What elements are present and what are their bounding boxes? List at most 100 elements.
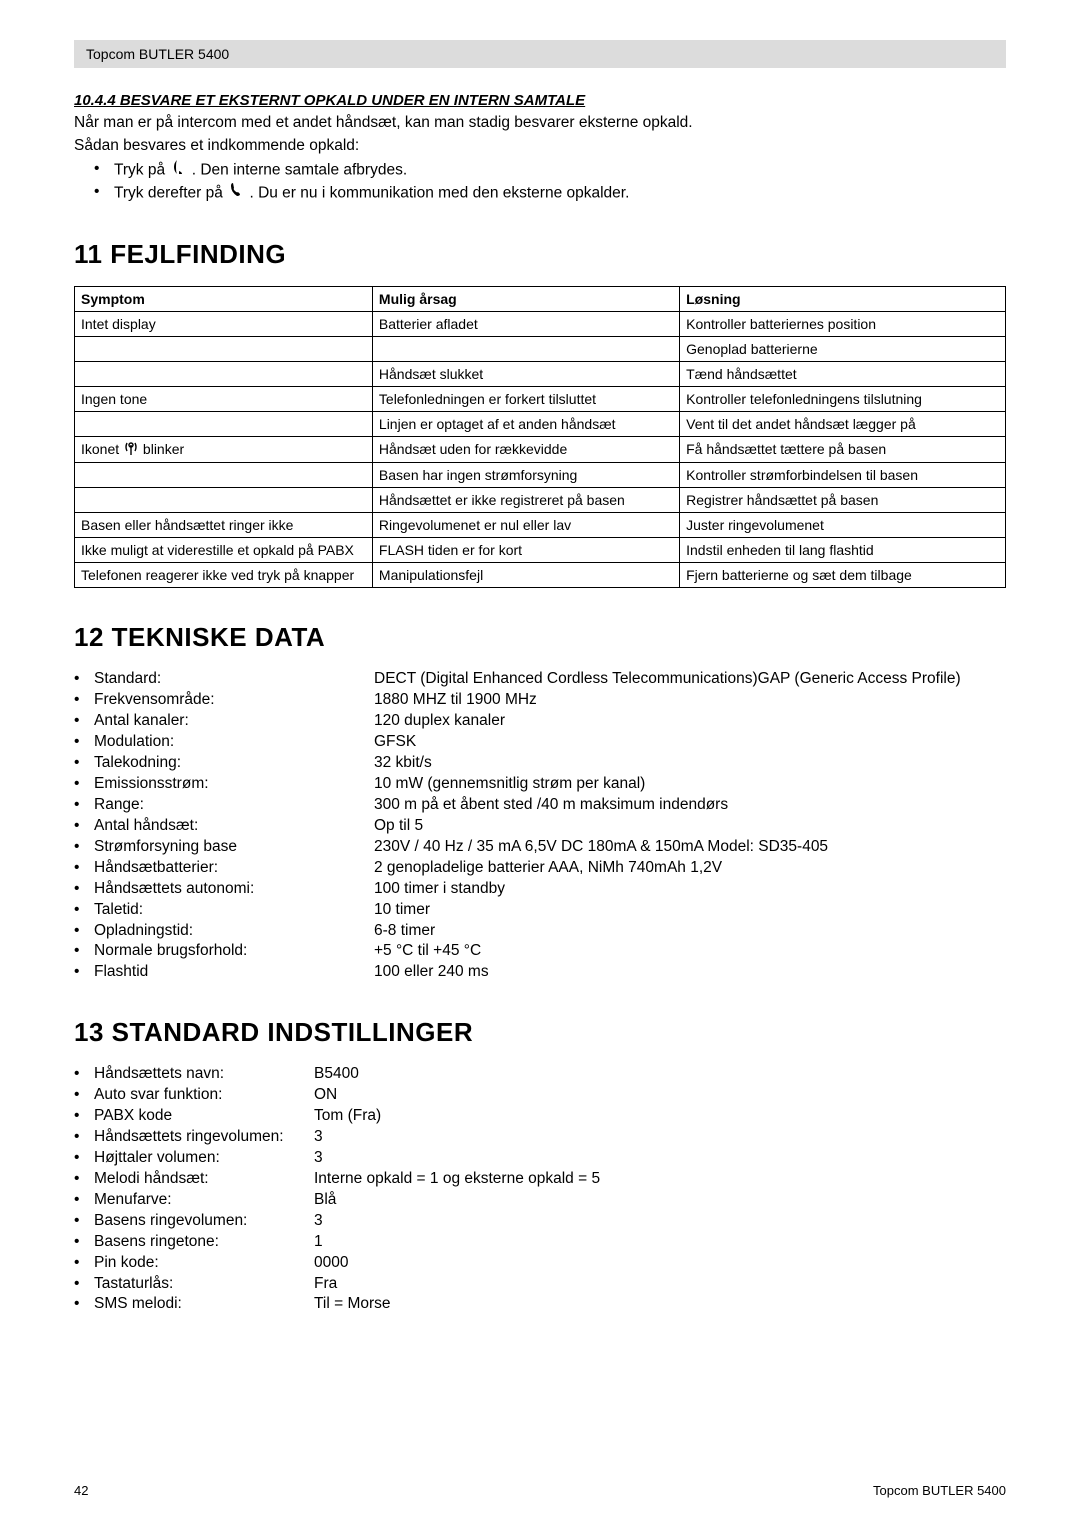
spec-row: Talekodning:32 kbit/s xyxy=(74,753,1006,774)
table-row: Ingen toneTelefonledningen er forkert ti… xyxy=(75,386,1006,411)
table-row: Håndsæt slukketTænd håndsættet xyxy=(75,361,1006,386)
table-cell xyxy=(75,411,373,436)
spec-value: 10 timer xyxy=(374,900,1006,921)
spec-row: Emissionsstrøm:10 mW (gennemsnitlig strø… xyxy=(74,774,1006,795)
spec-value: GFSK xyxy=(374,732,1006,753)
settings-value: Fra xyxy=(314,1274,1006,1295)
table-cell: Ikke muligt at viderestille et opkald på… xyxy=(75,538,373,563)
tech-specs-list: Standard:DECT (Digital Enhanced Cordless… xyxy=(74,669,1006,983)
table-row: Ikke muligt at viderestille et opkald på… xyxy=(75,538,1006,563)
spec-label: Emissionsstrøm: xyxy=(94,774,374,795)
body-text: Når man er på intercom med et andet hånd… xyxy=(74,113,1006,134)
table-row: Håndsættet er ikke registreret på basenR… xyxy=(75,488,1006,513)
settings-row: PABX kodeTom (Fra) xyxy=(74,1106,1006,1127)
table-cell xyxy=(372,336,679,361)
table-cell: Registrer håndsættet på basen xyxy=(680,488,1006,513)
settings-value: Interne opkald = 1 og eksterne opkald = … xyxy=(314,1169,1006,1190)
table-cell: Batterier afladet xyxy=(372,311,679,336)
spec-label: Modulation: xyxy=(94,732,374,753)
table-cell: Ringevolumenet er nul eller lav xyxy=(372,513,679,538)
phone-icon xyxy=(229,182,243,205)
spec-label: Flashtid xyxy=(94,962,374,983)
table-cell: Få håndsættet tættere på basen xyxy=(680,436,1006,463)
table-cell: Linjen er optaget af et anden håndsæt xyxy=(372,411,679,436)
settings-label: Basens ringetone: xyxy=(94,1232,314,1253)
spec-row: Antal kanaler:120 duplex kanaler xyxy=(74,711,1006,732)
default-settings-list: Håndsættets navn:B5400Auto svar funktion… xyxy=(74,1064,1006,1315)
spec-row: Standard:DECT (Digital Enhanced Cordless… xyxy=(74,669,1006,690)
table-cell: Telefonen reagerer ikke ved tryk på knap… xyxy=(75,563,373,588)
spec-value: 300 m på et åbent sted /40 m maksimum in… xyxy=(374,795,1006,816)
settings-row: Basens ringevolumen:3 xyxy=(74,1211,1006,1232)
spec-value: 32 kbit/s xyxy=(374,753,1006,774)
section-heading-12: 12 TEKNISKE DATA xyxy=(74,622,1006,653)
table-cell: Håndsæt slukket xyxy=(372,361,679,386)
spec-value: 100 timer i standby xyxy=(374,879,1006,900)
antenna-icon xyxy=(125,441,137,458)
spec-label: Taletid: xyxy=(94,900,374,921)
table-cell: Kontroller telefonledningens tilslutning xyxy=(680,386,1006,411)
spec-value: 1880 MHZ til 1900 MHz xyxy=(374,690,1006,711)
table-header-row: Symptom Mulig årsag Løsning xyxy=(75,286,1006,311)
text: . Du er nu i kommunikation med den ekste… xyxy=(249,184,629,201)
text: Ikonet xyxy=(81,441,123,457)
table-row: Ikonet blinkerHåndsæt uden for rækkevidd… xyxy=(75,436,1006,463)
spec-label: Standard: xyxy=(94,669,374,690)
settings-row: Håndsættets navn:B5400 xyxy=(74,1064,1006,1085)
table-cell: Ingen tone xyxy=(75,386,373,411)
settings-value: Tom (Fra) xyxy=(314,1106,1006,1127)
spec-label: Strømforsyning base xyxy=(94,837,374,858)
settings-value: 3 xyxy=(314,1127,1006,1148)
table-cell: Kontroller batteriernes position xyxy=(680,311,1006,336)
spec-row: Håndsætbatterier:2 genopladelige batteri… xyxy=(74,858,1006,879)
table-cell xyxy=(75,488,373,513)
table-cell: Tænd håndsættet xyxy=(680,361,1006,386)
spec-row: Frekvensområde:1880 MHZ til 1900 MHz xyxy=(74,690,1006,711)
spec-value: 230V / 40 Hz / 35 mA 6,5V DC 180mA & 150… xyxy=(374,837,1006,858)
table-row: Linjen er optaget af et anden håndsætVen… xyxy=(75,411,1006,436)
spec-row: Strømforsyning base230V / 40 Hz / 35 mA … xyxy=(74,837,1006,858)
spec-label: Håndsættets autonomi: xyxy=(94,879,374,900)
settings-row: Højttaler volumen:3 xyxy=(74,1148,1006,1169)
col-header: Mulig årsag xyxy=(372,286,679,311)
table-cell: Basen eller håndsættet ringer ikke xyxy=(75,513,373,538)
footer-product: Topcom BUTLER 5400 xyxy=(873,1483,1006,1498)
settings-value: 1 xyxy=(314,1232,1006,1253)
spec-value: +5 °C til +45 °C xyxy=(374,941,1006,962)
text: blinker xyxy=(139,441,184,457)
settings-row: Håndsættets ringevolumen:3 xyxy=(74,1127,1006,1148)
spec-value: 120 duplex kanaler xyxy=(374,711,1006,732)
subsection-heading: 10.4.4 BESVARE ET EKSTERNT OPKALD UNDER … xyxy=(74,92,1006,109)
settings-label: Menufarve: xyxy=(94,1190,314,1211)
settings-label: Højttaler volumen: xyxy=(94,1148,314,1169)
page-number: 42 xyxy=(74,1483,88,1498)
spec-row: Normale brugsforhold:+5 °C til +45 °C xyxy=(74,941,1006,962)
spec-label: Opladningstid: xyxy=(94,921,374,942)
spec-row: Antal håndsæt:Op til 5 xyxy=(74,816,1006,837)
settings-label: Pin kode: xyxy=(94,1253,314,1274)
settings-value: 3 xyxy=(314,1148,1006,1169)
settings-label: Håndsættets ringevolumen: xyxy=(94,1127,314,1148)
header-title: Topcom BUTLER 5400 xyxy=(86,46,229,62)
table-cell: Manipulationsfejl xyxy=(372,563,679,588)
spec-label: Range: xyxy=(94,795,374,816)
spec-value: Op til 5 xyxy=(374,816,1006,837)
settings-row: Pin kode:0000 xyxy=(74,1253,1006,1274)
spec-label: Talekodning: xyxy=(94,753,374,774)
text: Tryk derefter på xyxy=(114,184,227,201)
settings-value: Til = Morse xyxy=(314,1294,1006,1315)
table-cell: Basen har ingen strømforsyning xyxy=(372,463,679,488)
settings-value: 0000 xyxy=(314,1253,1006,1274)
table-cell: Vent til det andet håndsæt lægger på xyxy=(680,411,1006,436)
table-row: Basen har ingen strømforsyningKontroller… xyxy=(75,463,1006,488)
page-footer: 42 Topcom BUTLER 5400 xyxy=(74,1483,1006,1498)
spec-row: Flashtid100 eller 240 ms xyxy=(74,962,1006,983)
settings-value: B5400 xyxy=(314,1064,1006,1085)
table-cell: Juster ringevolumenet xyxy=(680,513,1006,538)
settings-row: Tastaturlås:Fra xyxy=(74,1274,1006,1295)
settings-label: SMS melodi: xyxy=(94,1294,314,1315)
table-row: Basen eller håndsættet ringer ikkeRingev… xyxy=(75,513,1006,538)
col-header: Symptom xyxy=(75,286,373,311)
settings-label: Auto svar funktion: xyxy=(94,1085,314,1106)
settings-row: Auto svar funktion:ON xyxy=(74,1085,1006,1106)
